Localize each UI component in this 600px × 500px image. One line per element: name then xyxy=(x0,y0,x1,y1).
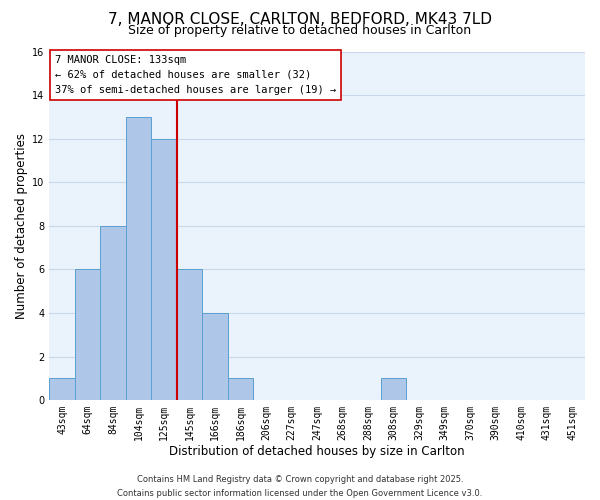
Bar xyxy=(177,270,202,400)
Text: Contains HM Land Registry data © Crown copyright and database right 2025.
Contai: Contains HM Land Registry data © Crown c… xyxy=(118,476,482,498)
Bar xyxy=(151,138,177,400)
Bar xyxy=(228,378,253,400)
Bar xyxy=(75,270,100,400)
Text: Size of property relative to detached houses in Carlton: Size of property relative to detached ho… xyxy=(128,24,472,37)
Bar xyxy=(49,378,75,400)
Bar xyxy=(202,313,228,400)
Y-axis label: Number of detached properties: Number of detached properties xyxy=(15,133,28,319)
Bar xyxy=(381,378,406,400)
Bar xyxy=(126,117,151,400)
Text: 7, MANOR CLOSE, CARLTON, BEDFORD, MK43 7LD: 7, MANOR CLOSE, CARLTON, BEDFORD, MK43 7… xyxy=(108,12,492,28)
Text: 7 MANOR CLOSE: 133sqm
← 62% of detached houses are smaller (32)
37% of semi-deta: 7 MANOR CLOSE: 133sqm ← 62% of detached … xyxy=(55,55,336,94)
Bar xyxy=(100,226,126,400)
X-axis label: Distribution of detached houses by size in Carlton: Distribution of detached houses by size … xyxy=(169,444,465,458)
